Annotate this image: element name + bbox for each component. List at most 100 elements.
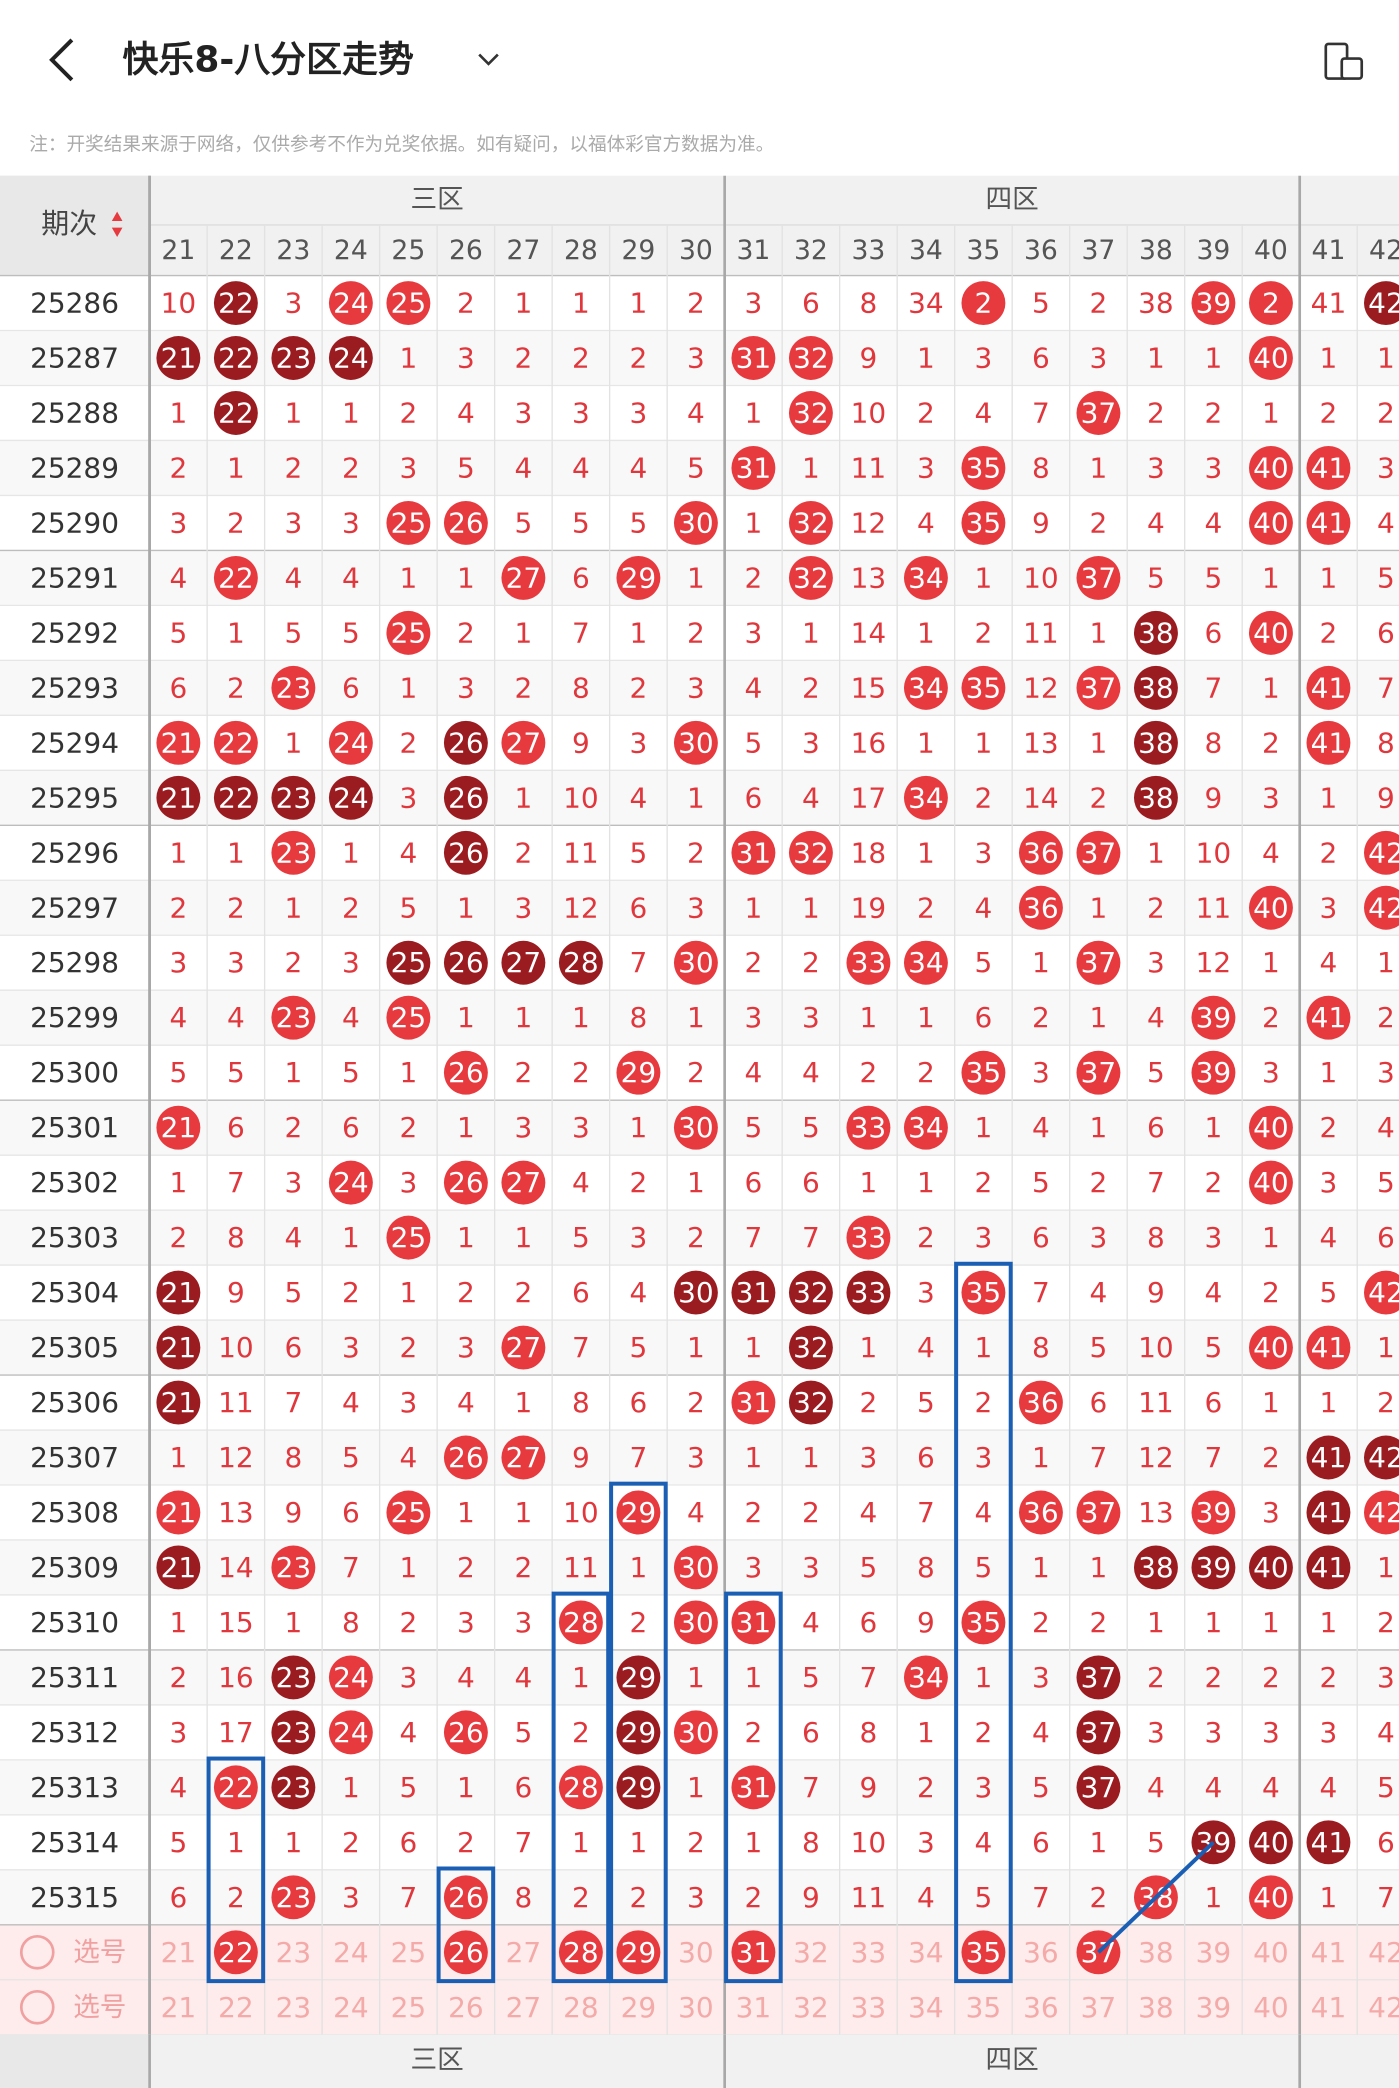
cell-number: 3: [917, 1826, 935, 1859]
cell-number: 1: [975, 726, 993, 759]
cell-number: 5: [1147, 561, 1165, 594]
cell-number: 2: [1320, 1111, 1338, 1144]
pick-number[interactable]: 40: [1253, 1991, 1289, 2024]
cell-number: 1: [1090, 1111, 1108, 1144]
cell-number: 40: [1253, 1551, 1289, 1584]
issue-number: 25307: [30, 1441, 119, 1474]
pick-number[interactable]: 39: [1196, 1936, 1232, 1969]
row-bg: [0, 880, 1399, 936]
pick-number[interactable]: 38: [1138, 1991, 1174, 2024]
repeat-ball: [1076, 1765, 1121, 1810]
pick-number[interactable]: 23: [276, 1991, 312, 2024]
pick-ball[interactable]: [731, 1930, 776, 1975]
pick-number[interactable]: 41: [1311, 1991, 1347, 2024]
pick-number[interactable]: 21: [161, 1936, 197, 1969]
pick-number[interactable]: 32: [793, 1991, 829, 2024]
cell-number: 6: [802, 1716, 820, 1749]
pick-number[interactable]: 26: [448, 1936, 484, 1969]
pick-number[interactable]: 24: [333, 1936, 369, 1969]
sort-icon[interactable]: [111, 211, 123, 237]
pick-number[interactable]: 31: [736, 1936, 772, 1969]
pick-number[interactable]: 33: [851, 1991, 887, 2024]
cell-number: 6: [572, 1276, 590, 1309]
pick-number[interactable]: 38: [1138, 1936, 1174, 1969]
pick-radio[interactable]: [19, 1989, 55, 2025]
pick-number[interactable]: 36: [1023, 1991, 1059, 2024]
cell-number: 32: [793, 1331, 829, 1364]
pick-number[interactable]: 33: [851, 1936, 887, 1969]
pick-number[interactable]: 42: [1368, 1991, 1399, 2024]
pick-number[interactable]: 35: [966, 1991, 1002, 2024]
pick-ball[interactable]: [558, 1930, 603, 1975]
cell-number: 2: [1090, 1606, 1108, 1639]
cell-number: 4: [1377, 1111, 1395, 1144]
cell-number: 10: [218, 1331, 254, 1364]
cell-number: 25: [391, 1496, 427, 1529]
repeat-ball: [328, 336, 373, 380]
pick-ball[interactable]: [961, 1930, 1006, 1975]
pick-number[interactable]: 27: [506, 1991, 542, 2024]
pick-number[interactable]: 28: [563, 1936, 599, 1969]
hit-ball: [1363, 830, 1399, 875]
pick-number[interactable]: 39: [1196, 1991, 1232, 2024]
cell-number: 1: [1090, 451, 1108, 484]
hit-ball: [903, 1655, 948, 1700]
cell-number: 29: [621, 561, 657, 594]
pick-number[interactable]: 26: [448, 1991, 484, 2024]
pick-number[interactable]: 30: [678, 1991, 714, 2024]
pick-ball[interactable]: [213, 1930, 258, 1975]
pick-ball[interactable]: [616, 1930, 661, 1975]
pick-number[interactable]: 35: [966, 1936, 1002, 1969]
pick-number[interactable]: 28: [563, 1991, 599, 2024]
pick-number[interactable]: 41: [1311, 1936, 1347, 1969]
pick-number[interactable]: 23: [276, 1936, 312, 1969]
pick-number[interactable]: 34: [908, 1936, 944, 1969]
cell-number: 41: [1311, 506, 1347, 539]
back-button[interactable]: [49, 38, 74, 82]
pick-number[interactable]: 27: [506, 1936, 542, 1969]
title-dropdown[interactable]: [478, 53, 499, 66]
repeat-ball: [1133, 720, 1178, 765]
pick-number[interactable]: 21: [161, 1991, 197, 2024]
pick-number[interactable]: 32: [793, 1936, 829, 1969]
cell-number: 17: [851, 781, 887, 814]
pick-number[interactable]: 22: [218, 1936, 254, 1969]
cell-number: 40: [1253, 1826, 1289, 1859]
repeat-ball: [1076, 1655, 1121, 1700]
cell-number: 1: [1205, 1111, 1223, 1144]
cell-number: 1: [515, 287, 533, 320]
pick-number[interactable]: 25: [391, 1991, 427, 2024]
cell-number: 3: [975, 1771, 993, 1804]
issue-number: 25290: [30, 506, 119, 539]
cell-number: 1: [745, 1441, 763, 1474]
pick-number[interactable]: 37: [1081, 1991, 1117, 2024]
cell-number: 1: [399, 561, 417, 594]
hit-ball: [1248, 1105, 1293, 1150]
pick-number[interactable]: 31: [736, 1991, 772, 2024]
pick-ball[interactable]: [443, 1930, 488, 1975]
cell-number: 2: [1032, 1001, 1050, 1034]
layout-icon[interactable]: [1324, 42, 1364, 80]
cell-number: 3: [630, 396, 648, 429]
hit-ball: [788, 555, 833, 600]
pick-number[interactable]: 42: [1368, 1936, 1399, 1969]
pick-number[interactable]: 25: [391, 1936, 427, 1969]
hit-ball: [961, 1050, 1006, 1095]
cell-number: 11: [563, 1551, 599, 1584]
pick-number[interactable]: 40: [1253, 1936, 1289, 1969]
pick-number[interactable]: 24: [333, 1991, 369, 2024]
pick-number[interactable]: 29: [621, 1936, 657, 1969]
pick-number[interactable]: 29: [621, 1991, 657, 2024]
cell-number: 10: [1196, 836, 1232, 869]
cell-number: 1: [227, 1826, 245, 1859]
pick-number[interactable]: 36: [1023, 1936, 1059, 1969]
cell-number: 4: [745, 671, 763, 704]
issue-number: 25315: [30, 1881, 119, 1914]
cell-number: 2: [342, 1276, 360, 1309]
cell-number: 1: [1377, 1551, 1395, 1584]
pick-number[interactable]: 30: [678, 1936, 714, 1969]
pick-number[interactable]: 34: [908, 1991, 944, 2024]
pick-number[interactable]: 22: [218, 1991, 254, 2024]
pick-radio[interactable]: [19, 1934, 55, 1970]
issue-number: 25308: [30, 1496, 119, 1529]
